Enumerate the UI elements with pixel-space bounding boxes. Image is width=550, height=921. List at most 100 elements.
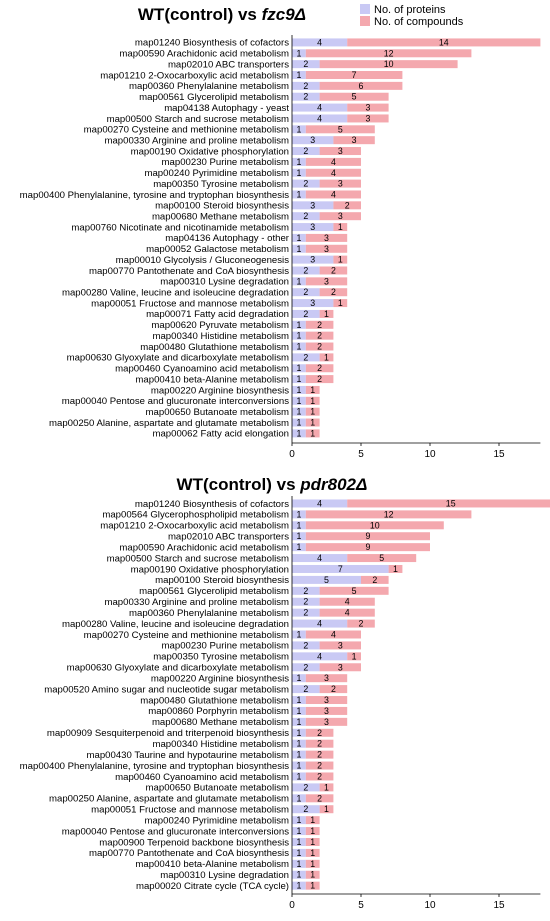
data-label-compounds: 3 <box>338 179 343 189</box>
bar-segment-compounds <box>305 706 348 715</box>
bar-segment-compounds <box>305 233 348 242</box>
bar-segment-compounds <box>319 641 361 650</box>
data-label-compounds: 1 <box>310 385 315 395</box>
category-label: map00400 Phenylalanine, tyrosine and try… <box>20 761 290 772</box>
legend: No. of proteins No. of compounds <box>360 4 464 28</box>
data-label-compounds: 3 <box>324 695 329 705</box>
category-label: map00650 Butanoate metabolism <box>146 783 289 794</box>
data-label-compounds: 10 <box>384 59 394 69</box>
data-label-proteins: 2 <box>303 804 308 814</box>
category-label: map00400 Phenylalanine, tyrosine and try… <box>20 190 290 201</box>
bar-segment-compounds <box>305 630 361 639</box>
bar-segment-compounds <box>305 750 334 759</box>
bar-segment-proteins <box>292 81 320 90</box>
data-label-proteins: 4 <box>317 498 322 508</box>
category-label: map00900 Terpenoid backbone biosynthesis <box>99 837 289 848</box>
bar-segment-proteins <box>292 60 320 69</box>
bar-segment-compounds <box>305 71 403 80</box>
bar-segment-proteins <box>292 608 320 617</box>
category-label: map00410 beta-Alanine metabolism <box>135 859 289 870</box>
chart-title-2-prefix: WT(control) vs <box>177 475 301 494</box>
bar-segment-proteins <box>292 49 306 58</box>
data-label-compounds: 15 <box>446 498 456 508</box>
category-label: map00860 Porphyrin metabolism <box>148 706 289 717</box>
bar-segment-compounds <box>305 674 348 683</box>
category-label: map00630 Glyoxylate and dicarboxylate me… <box>67 353 289 364</box>
x-tick-label: 15 <box>493 449 505 460</box>
bar-segment-compounds <box>361 575 389 584</box>
bar-segment-compounds <box>305 717 348 726</box>
bar-segment-proteins <box>292 510 306 519</box>
bar-segment-compounds <box>319 179 361 188</box>
data-label-compounds: 3 <box>324 717 329 727</box>
category-label: map00040 Pentose and glucuronate interco… <box>62 826 289 837</box>
category-label: map00460 Cyanoamino acid metabolism <box>115 364 289 375</box>
category-label: map00760 Nicotinate and nicotinamide met… <box>71 222 289 233</box>
bar-segment-compounds <box>319 92 389 101</box>
bar-segment-proteins <box>292 652 348 661</box>
data-label-proteins: 4 <box>317 113 322 123</box>
bar-segment-compounds <box>319 663 361 672</box>
bar-segment-proteins <box>292 805 320 814</box>
chart-panel-1: map01240 Biosynthesis of cofactors 4 14map… <box>20 35 541 460</box>
bar-segment-proteins <box>292 168 306 177</box>
bar-segment-compounds <box>305 816 320 825</box>
data-label-compounds: 3 <box>338 211 343 221</box>
data-label-compounds: 1 <box>310 418 315 428</box>
bar-segment-proteins <box>292 674 306 683</box>
data-label-proteins: 1 <box>296 739 301 749</box>
bar-segment-proteins <box>292 543 306 552</box>
category-label: map00190 Oxidative phosphorylation <box>131 564 289 575</box>
bar-segment-proteins <box>292 783 320 792</box>
bar-segment-proteins <box>292 816 306 825</box>
bar-segment-compounds <box>319 608 375 617</box>
bar-segment-compounds <box>305 859 320 868</box>
data-label-compounds: 10 <box>370 520 380 530</box>
bar-segment-proteins <box>292 288 320 297</box>
category-label: map00100 Steroid biosynthesis <box>155 575 289 586</box>
bar-segment-proteins <box>292 299 334 308</box>
data-label-compounds: 3 <box>324 233 329 243</box>
bar-segment-proteins <box>292 597 320 606</box>
data-label-proteins: 1 <box>296 276 301 286</box>
bar-segment-compounds <box>305 342 334 351</box>
data-label-proteins: 1 <box>296 630 301 640</box>
data-label-proteins: 1 <box>296 374 301 384</box>
legend-label-compounds: No. of compounds <box>374 16 464 28</box>
bar-segment-compounds <box>347 652 361 661</box>
bar-segment-compounds <box>305 320 334 329</box>
data-label-proteins: 3 <box>310 200 315 210</box>
bar-segment-proteins <box>292 407 306 416</box>
bar-segment-compounds <box>305 532 430 541</box>
category-label: map00770 Pantothenate and CoA biosynthes… <box>89 266 289 277</box>
category-label: map00270 Cysteine and methionine metabol… <box>84 125 289 136</box>
category-label: map00480 Glutathione metabolism <box>140 695 289 706</box>
data-label-proteins: 2 <box>303 146 308 156</box>
data-label-proteins: 5 <box>324 575 329 585</box>
data-label-compounds: 1 <box>324 782 329 792</box>
data-label-compounds: 2 <box>317 793 322 803</box>
category-label: map00360 Phenylalanine metabolism <box>129 81 289 92</box>
chart-title-1-prefix: WT(control) vs <box>138 5 262 24</box>
bar-segment-proteins <box>292 554 348 563</box>
bar-segment-compounds <box>305 190 361 199</box>
category-label: map00071 Fatty acid degradation <box>146 309 289 320</box>
legend-swatch-proteins <box>360 4 370 14</box>
data-label-proteins: 1 <box>296 168 301 178</box>
data-label-compounds: 1 <box>393 564 398 574</box>
data-label-compounds: 6 <box>359 81 364 91</box>
category-label: map00630 Glyoxylate and dicarboxylate me… <box>67 663 289 674</box>
bar-segment-compounds <box>319 147 361 156</box>
data-label-proteins: 3 <box>310 222 315 232</box>
data-label-proteins: 1 <box>296 509 301 519</box>
category-label: map00190 Oxidative phosphorylation <box>131 146 289 157</box>
bar-segment-compounds <box>305 375 334 384</box>
bar-segment-proteins <box>292 125 306 134</box>
legend-label-proteins: No. of proteins <box>374 4 446 16</box>
bar-segment-compounds <box>347 619 375 628</box>
category-label: map00680 Methane metabolism <box>152 211 289 222</box>
data-label-compounds: 2 <box>317 771 322 781</box>
data-label-proteins: 2 <box>303 662 308 672</box>
data-label-proteins: 1 <box>296 70 301 80</box>
bar-segment-compounds <box>305 49 472 58</box>
